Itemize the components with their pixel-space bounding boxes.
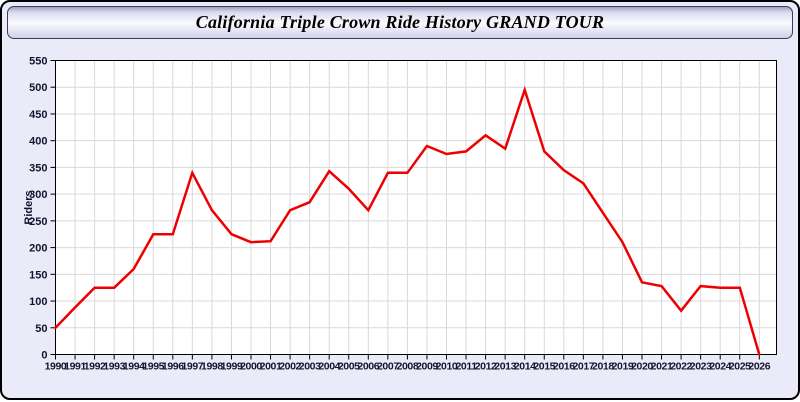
y-tick-label: 50 — [35, 323, 47, 335]
chart-title-bar: California Triple Crown Ride History GRA… — [7, 6, 793, 39]
x-tick-label: 2009 — [416, 361, 438, 373]
x-tick-label: 1996 — [162, 361, 184, 373]
x-tick-label: 2020 — [631, 361, 653, 373]
chart-title: California Triple Crown Ride History GRA… — [195, 12, 605, 32]
x-tick-label: 2008 — [397, 361, 419, 373]
x-tick-label: 1994 — [123, 361, 145, 373]
x-tick-label: 2019 — [612, 361, 634, 373]
y-tick-label: 0 — [41, 350, 47, 362]
x-tick-label: 2024 — [709, 361, 731, 373]
x-tick-label: 1998 — [201, 361, 223, 373]
y-tick-label: 200 — [29, 243, 47, 255]
y-tick-label: 400 — [29, 136, 47, 148]
x-tick-label: 2012 — [475, 361, 497, 373]
x-tick-label: 2022 — [670, 361, 692, 373]
x-tick-label: 1995 — [142, 361, 164, 373]
x-tick-label: 1999 — [221, 361, 243, 373]
y-tick-label: 350 — [29, 162, 47, 174]
y-axis-label: Riders — [23, 190, 35, 224]
x-tick-label: 2023 — [690, 361, 712, 373]
x-tick-label: 1993 — [103, 361, 125, 373]
x-tick-label: 2018 — [592, 361, 614, 373]
y-tick-label: 450 — [29, 109, 47, 121]
x-tick-label: 2003 — [299, 361, 321, 373]
x-tick-label: 2015 — [533, 361, 555, 373]
x-tick-label: 2021 — [651, 361, 673, 373]
plot-background — [55, 60, 777, 355]
x-tick-label: 2017 — [572, 361, 594, 373]
x-tick-label: 2026 — [748, 361, 770, 373]
y-tick-label: 150 — [29, 269, 47, 281]
x-tick-label: 2014 — [514, 361, 536, 373]
data-line-riders — [54, 85, 761, 356]
x-tick-label: 2002 — [279, 361, 301, 373]
plot-frame — [55, 60, 777, 355]
x-tick-label: 2005 — [338, 361, 360, 373]
x-tick-label: 2006 — [357, 361, 379, 373]
x-tick-label: 2007 — [377, 361, 399, 373]
x-tick-label: 1991 — [64, 361, 86, 373]
x-tick-label: 2004 — [318, 361, 340, 373]
x-tick-label: 1992 — [84, 361, 106, 373]
y-tick-label: 300 — [29, 189, 47, 201]
x-tick-label: 2010 — [436, 361, 458, 373]
x-tick-label: 2011 — [455, 361, 477, 373]
y-tick-label: 500 — [29, 82, 47, 94]
y-tick-label: 550 — [29, 56, 47, 68]
y-tick-label: 100 — [29, 296, 47, 308]
x-tick-label: 2016 — [553, 361, 575, 373]
y-tick-label: 250 — [29, 216, 47, 228]
x-tick-label: 1997 — [181, 361, 203, 373]
x-tick-label: 2000 — [240, 361, 262, 373]
x-tick-label: 1990 — [45, 361, 67, 373]
x-tick-label: 2013 — [494, 361, 516, 373]
x-tick-label: 2001 — [260, 361, 282, 373]
x-tick-label: 2025 — [729, 361, 751, 373]
